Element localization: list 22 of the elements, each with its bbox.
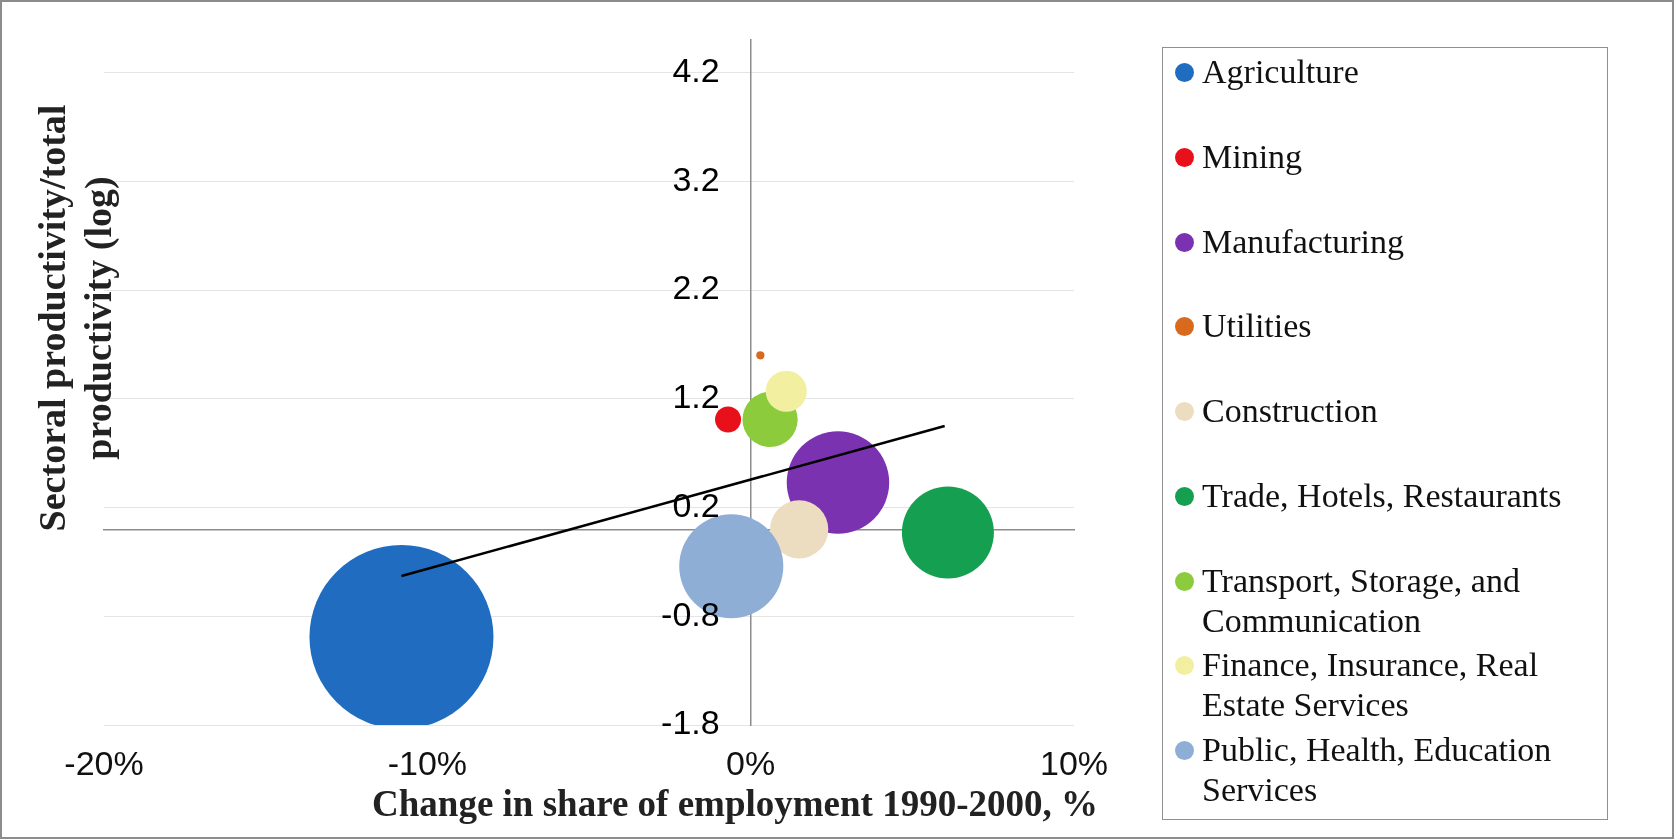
x-tick-label: -10% [387, 743, 468, 782]
x-tick-label: 0% [726, 743, 776, 782]
y-tick-label: 1.2 [672, 377, 720, 416]
x-axis-title: Change in share of employment 1990-2000, % [372, 783, 1098, 824]
legend-label: Transport, Storage, and Communication [1202, 560, 1521, 641]
legend-label: Trade, Hotels, Restaurants [1202, 475, 1563, 516]
legend-label: Public, Health, Education Services [1202, 730, 1553, 811]
x-tick-label: 10% [1039, 743, 1109, 782]
legend-label: Utilities [1202, 306, 1313, 347]
y-tick-label: -0.8 [661, 594, 720, 633]
x-tick-label: -20% [64, 743, 144, 782]
legend-label: Construction [1202, 391, 1379, 432]
y-axis-title: Sectoral productivity/total productivity (log) [30, 103, 120, 534]
y-tick-label: 3.2 [672, 159, 720, 198]
legend-label: Manufacturing [1202, 221, 1406, 262]
y-tick-label: -1.8 [661, 703, 720, 742]
legend-label: Mining [1202, 136, 1304, 177]
y-tick-label: 4.2 [672, 50, 720, 89]
legend-label: Agriculture [1202, 52, 1360, 92]
y-tick-label: 2.2 [672, 268, 720, 307]
legend-label: Finance, Insurance, Real Estate Services [1202, 645, 1540, 726]
y-tick-label: 0.2 [672, 485, 720, 524]
